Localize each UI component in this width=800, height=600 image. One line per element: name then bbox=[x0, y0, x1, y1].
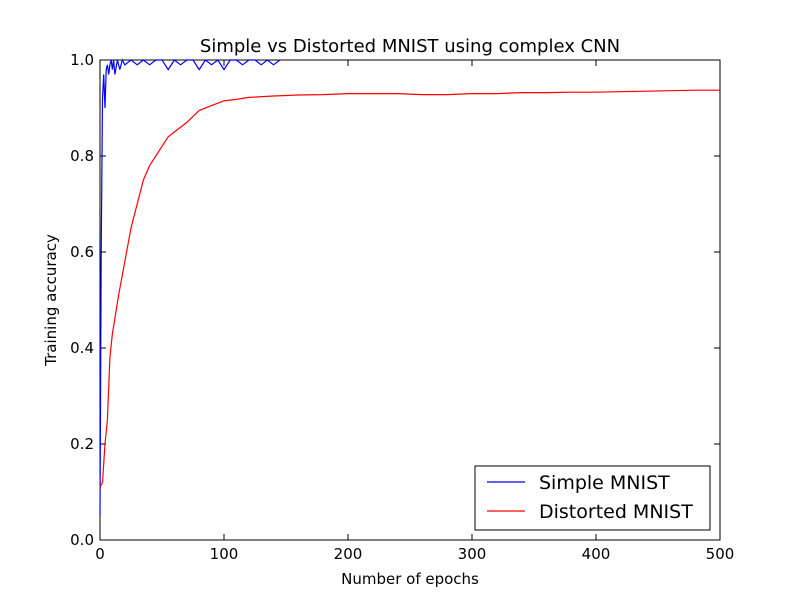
x-tick-label: 500 bbox=[706, 545, 735, 563]
x-axis-label: Number of epochs bbox=[341, 570, 479, 588]
legend: Simple MNIST Distorted MNIST bbox=[474, 465, 711, 531]
legend-box bbox=[474, 465, 711, 531]
series-group bbox=[99, 58, 720, 517]
y-axis-label: Training accuracy bbox=[42, 234, 60, 367]
plot-frame bbox=[99, 59, 721, 541]
x-tick-label: 100 bbox=[210, 545, 239, 563]
y-tick-label: 0.2 bbox=[70, 435, 94, 453]
x-tick-label: 400 bbox=[582, 545, 611, 563]
y-tick-label: 0.6 bbox=[70, 243, 94, 261]
x-tick-label: 0 bbox=[95, 545, 105, 563]
series-line-distorted-mnist bbox=[99, 89, 720, 488]
tick-group: 0 100 200 300 400 500 0.0 0.2 0.4 0.6 0.8 1.0 bbox=[70, 51, 734, 563]
legend-label-distorted: Distorted MNIST bbox=[539, 501, 693, 523]
y-tick-label: 1.0 bbox=[70, 51, 94, 69]
x-tick-label: 300 bbox=[458, 545, 487, 563]
y-tick-label: 0.8 bbox=[70, 147, 94, 165]
y-tick-label: 0.4 bbox=[70, 339, 94, 357]
y-tick-label: 0.0 bbox=[70, 531, 94, 549]
legend-label-simple: Simple MNIST bbox=[539, 472, 670, 494]
chart-title: Simple vs Distorted MNIST using complex … bbox=[200, 36, 620, 57]
x-tick-label: 200 bbox=[334, 545, 363, 563]
series-line-simple-mnist bbox=[99, 58, 281, 517]
